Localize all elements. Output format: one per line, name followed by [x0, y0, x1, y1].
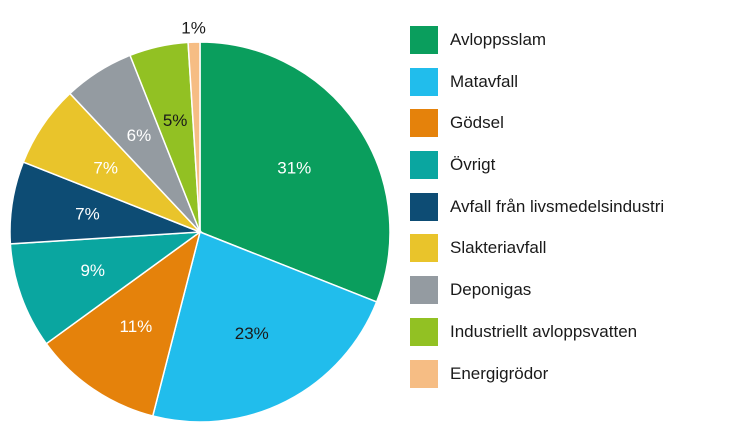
legend-label: Energigrödor [450, 363, 549, 383]
pie-value-label-8: 5% [163, 111, 188, 130]
legend-item-9: Energigrödor [410, 358, 664, 390]
legend-item-7: Deponigas [410, 274, 664, 306]
legend-item-5: Avfall från livsmedelsindustri [410, 191, 664, 223]
legend: Avloppsslam Matavfall Gödsel Övrigt Avfall f… [410, 24, 664, 399]
legend-swatch [410, 26, 438, 54]
legend-item-4: Övrigt [410, 149, 664, 181]
legend-label: Matavfall [450, 71, 519, 91]
pie-slice-1 [199, 41, 391, 303]
legend-swatch [410, 359, 438, 388]
legend-item-2: Matavfall [410, 66, 664, 98]
pie-slice-9 [187, 41, 201, 233]
legend-item-3: Gödsel [410, 107, 664, 139]
legend-label: Avloppsslam [450, 30, 547, 49]
pie-value-label-1: 31% [277, 158, 311, 177]
legend-label: Industriellt avloppsvatten [450, 321, 638, 341]
pie-value-labels: 31% 23% 11% 9% 7% 7% 6% 5% 1% [75, 19, 311, 343]
legend-swatch [410, 317, 438, 346]
legend-swatch [410, 67, 438, 96]
pie-value-label-3: 11% [120, 317, 153, 336]
legend-label: Avfall från livsmedelsindustri [450, 196, 665, 216]
pie-value-label-6: 7% [93, 158, 118, 177]
pie-value-label-9: 1% [181, 19, 206, 38]
legend-item-6: Slakteriavfall [410, 232, 664, 264]
legend-swatch [410, 151, 438, 180]
legend-swatch [410, 109, 438, 138]
legend-label: Övrigt [450, 155, 496, 175]
legend-label: Gödsel [450, 113, 504, 133]
pie-value-label-2: 23% [235, 324, 269, 343]
pie-slices [9, 41, 391, 423]
pie-value-label-4: 9% [80, 261, 105, 280]
pie-slice-3 [45, 230, 202, 417]
legend-swatch [410, 276, 438, 305]
pie-value-label-7: 6% [127, 126, 152, 145]
legend-label: Deponigas [450, 280, 532, 300]
legend-swatch [410, 234, 438, 263]
legend-item-8: Industriellt avloppsvatten [410, 316, 664, 348]
legend-swatch [410, 192, 438, 221]
pie-value-label-5: 7% [75, 205, 100, 224]
pie-slice-2 [151, 230, 378, 423]
legend-item-1: Avloppsslam [410, 24, 664, 56]
legend-label: Slakteriavfall [450, 238, 547, 258]
pie-slice-4 [9, 231, 203, 345]
